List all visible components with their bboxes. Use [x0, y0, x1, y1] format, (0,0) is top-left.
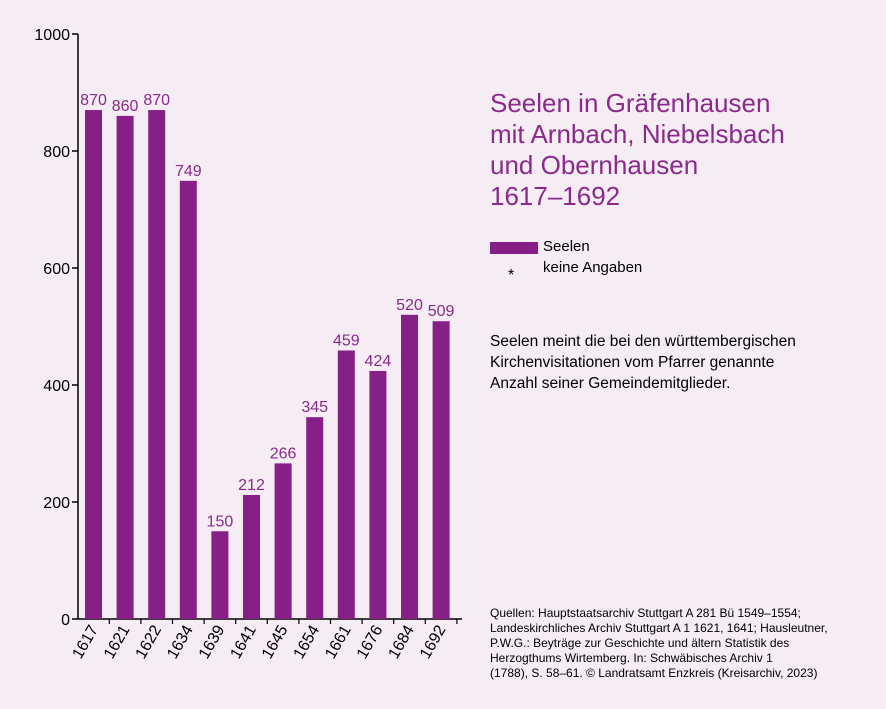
title-line: mit Arnbach, Niebelsbach [490, 119, 785, 149]
source-line: Herzogthums Wirtemberg. In: Schwäbisches… [490, 651, 773, 665]
source-line: P.W.G.: Beyträge zur Geschichte und älte… [490, 636, 790, 650]
bar [148, 110, 166, 620]
title-line: 1617–1692 [490, 181, 621, 211]
bar-value-label: 509 [428, 303, 455, 320]
bar [211, 531, 229, 619]
bar [401, 314, 418, 619]
bar [179, 180, 197, 619]
x-tick-label: 1661 [322, 622, 355, 661]
bar-value-label: 424 [365, 353, 392, 370]
bar [337, 350, 355, 619]
y-tick-label: 200 [43, 495, 70, 512]
x-tick-label: 1676 [354, 622, 387, 661]
bar-value-label: 266 [270, 445, 297, 462]
x-tick-label: 1621 [101, 622, 134, 661]
x-tick-label: 1684 [385, 622, 418, 661]
x-tick-label: 1692 [417, 622, 450, 661]
bar-value-label: 520 [396, 297, 423, 314]
source-line: (1788), S. 58–61. © Landratsamt Enzkreis… [490, 666, 818, 680]
y-tick-label: 400 [43, 378, 70, 395]
x-tick-label: 1617 [69, 622, 102, 661]
bar [306, 417, 324, 619]
note-line: Kirchenvisitationen vom Pfarrer genannte [490, 354, 775, 371]
legend-swatch [490, 242, 538, 254]
y-tick-label: 1000 [34, 27, 70, 44]
bar-value-label: 870 [80, 92, 107, 109]
bar [369, 370, 387, 619]
bar [274, 463, 292, 619]
chart-title: Seelen in Gräfenhausen mit Arnbach, Nieb… [490, 88, 870, 212]
source-line: Quellen: Hauptstaatsarchiv Stuttgart A 2… [490, 606, 801, 620]
y-tick-label: 800 [43, 144, 70, 161]
bar-value-label: 150 [207, 513, 234, 530]
title-line: und Obernhausen [490, 150, 699, 180]
asterisk-icon: * [508, 267, 515, 284]
y-tick-label: 600 [43, 261, 70, 278]
note-line: Seelen meint die bei den württembergisch… [490, 333, 796, 350]
x-tick-label: 1622 [133, 622, 166, 661]
bar [243, 494, 260, 619]
explanatory-note: Seelen meint die bei den württembergisch… [490, 331, 870, 394]
bar-value-label: 749 [175, 163, 202, 180]
bar [116, 115, 134, 620]
legend-label: Seelen [543, 238, 590, 255]
bar-value-label: 212 [238, 477, 265, 494]
x-tick-label: 1639 [196, 622, 229, 661]
note-line: Anzahl seiner Gemeindemitglieder. [490, 375, 731, 392]
title-line: Seelen in Gräfenhausen [490, 88, 771, 118]
y-tick-label: 0 [61, 612, 70, 629]
bar [85, 110, 102, 620]
bar-value-label: 345 [301, 399, 328, 416]
x-tick-label: 1641 [227, 622, 260, 661]
bar-value-label: 459 [333, 332, 360, 349]
source-line: Landeskirchliches Archiv Stuttgart A 1 1… [490, 621, 828, 635]
legend-label: keine Angaben [543, 259, 643, 276]
bar-value-label: 870 [143, 92, 170, 109]
x-tick-label: 1654 [291, 622, 324, 661]
bar [432, 321, 450, 619]
x-tick-label: 1645 [259, 622, 292, 661]
bar-value-label: 860 [112, 98, 139, 115]
source-citation: Quellen: Hauptstaatsarchiv Stuttgart A 2… [490, 606, 880, 681]
x-tick-label: 1634 [164, 622, 197, 661]
